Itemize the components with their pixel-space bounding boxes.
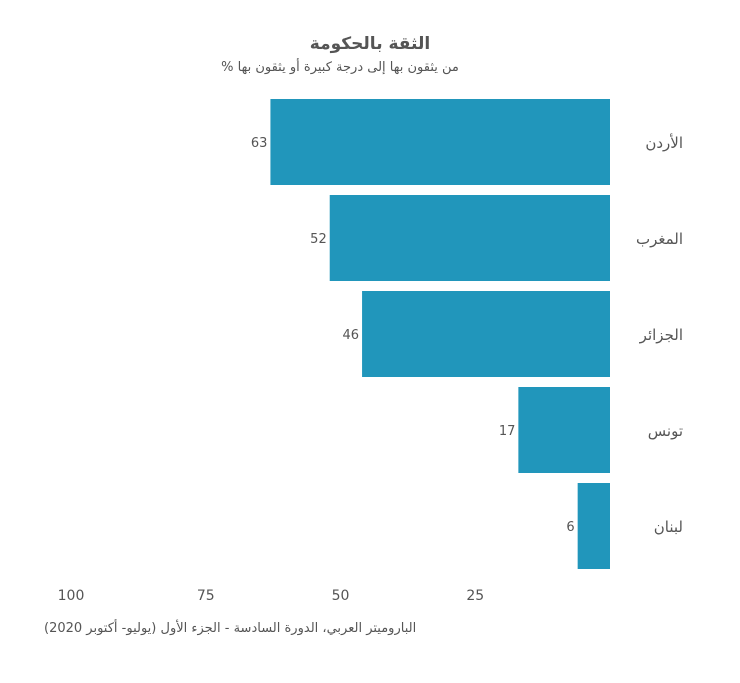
x-tick-label: 25: [466, 588, 484, 604]
bar: [362, 291, 610, 377]
source-note: الباروميتر العربي، الدورة السادسة - الجز…: [44, 621, 417, 636]
data-label: 46: [343, 328, 360, 343]
data-label: 52: [310, 232, 327, 247]
x-tick-label: 75: [197, 588, 215, 604]
category-label: تونس: [648, 422, 683, 440]
category-label: الجزائر: [639, 326, 683, 344]
category-label: المغرب: [636, 230, 683, 248]
x-tick-label: 50: [332, 588, 350, 604]
chart-subtitle: % من يثقون بها إلى درجة كبيرة أو يثقون ب…: [221, 60, 459, 75]
category-label: لبنان: [654, 518, 683, 536]
x-tick-label: 100: [58, 588, 85, 604]
data-label: 63: [251, 136, 268, 151]
category-label: الأردن: [645, 133, 683, 152]
data-label: 6: [566, 520, 574, 535]
bar: [577, 483, 610, 569]
bar: [329, 195, 610, 281]
data-label: 17: [499, 424, 516, 439]
chart-title: الثقة بالحكومة: [309, 34, 431, 54]
bar: [518, 387, 610, 473]
bar: [270, 99, 610, 185]
